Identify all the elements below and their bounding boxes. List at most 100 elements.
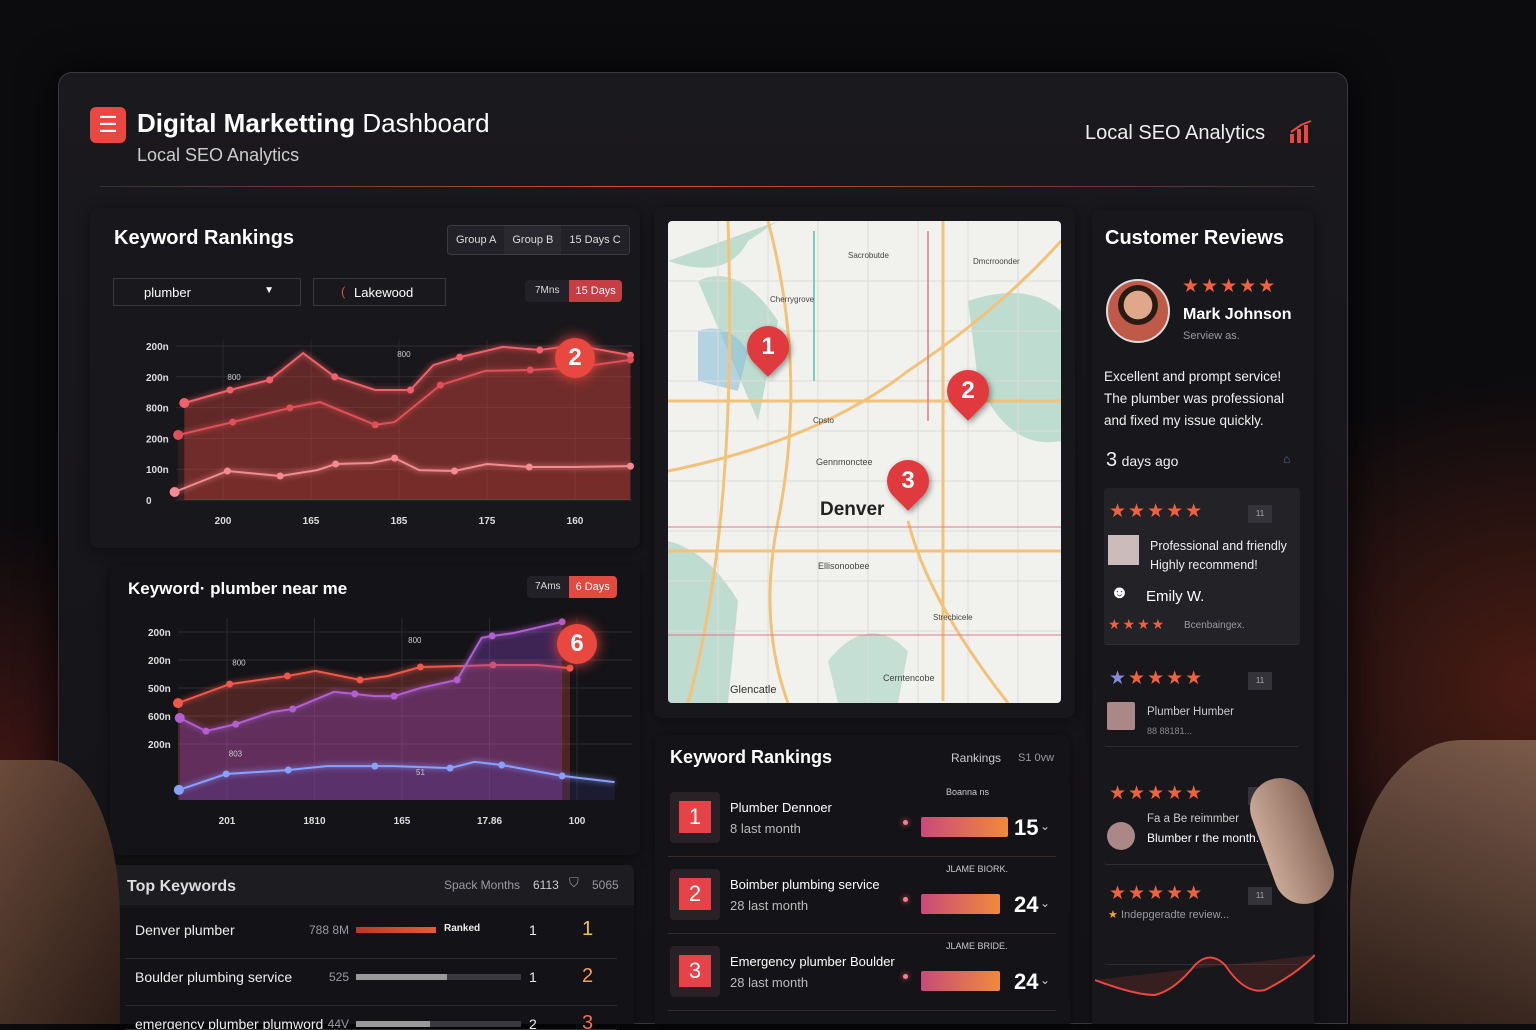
tab-7-days[interactable]: 7Ams [527,576,569,598]
data-point [416,663,424,671]
data-point [626,356,634,364]
map-label: Glencatle [730,684,777,696]
star-rating: ★★★★ [1108,616,1167,632]
keyword-chart-panel [110,565,640,855]
volume-bar-fill [356,927,436,933]
review-time: 3 days ago [1106,449,1178,472]
rank-badge: 6 [557,624,597,664]
data-point [371,421,379,429]
search-volume: 788 8M [308,923,349,937]
column-header[interactable]: S1 0vw [1018,752,1055,764]
data-point [229,418,237,426]
y-tick-label: 200n [148,740,171,751]
rank-value: 15 [1014,815,1039,840]
review-trend-sparkline [1095,954,1315,997]
data-point [406,386,414,394]
x-tick-label: 160 [567,516,584,527]
column-header[interactable]: 6113 [533,878,559,892]
chart-annotation: 800 [408,636,422,645]
review-line: Blumber r the month. [1147,831,1260,845]
column-header[interactable]: Spack Months [444,878,521,892]
rank-value: 24 [1014,969,1039,994]
series-area [179,621,563,800]
map[interactable]: Denver Glencatle Cherrygrove Gennmonctee… [668,221,1061,703]
map-pin[interactable]: 3 [878,451,938,511]
series-line [179,620,563,733]
review-card[interactable]: ★★★★★ 11 Plumber Humber 88 88181... [1104,655,1300,747]
data-point [169,486,180,497]
data-point [332,460,340,468]
panel-title: Keyword· plumber near me [128,579,348,598]
rank-box: 2 [670,869,720,920]
chevron-down-icon[interactable]: ⌄ [1040,973,1051,987]
trend-dot [903,897,908,902]
map-pin-number: 3 [901,467,915,494]
keyword-row[interactable]: Boulder plumbing service 525 1 2 [125,959,617,1006]
review-card[interactable]: ★★★★★ 11 ★ Indepgeradte review... [1104,870,1300,965]
star-rating: ★★★★★ [1182,276,1278,297]
keyword-trend: 28 last month [730,975,809,990]
keyword-row[interactable]: Denver plumber 788 8M Ranked 1 1 [125,912,617,959]
star-rating: ★★★★★ [1109,668,1205,689]
location-select-value: Lakewood [354,285,414,300]
series-area [174,458,631,500]
tab-7-days[interactable]: 7Mns [525,280,570,302]
review-line: Fa a Be reimmber [1147,813,1240,825]
y-tick-label: 200n [148,628,171,639]
volume-bar-fill [356,1021,431,1027]
review-meta: Serview as. [1183,330,1240,342]
data-point [289,705,297,713]
y-tick-label: 200n [148,656,171,667]
review-badge[interactable]: 11 [1248,505,1272,523]
user-icon: ☻ [1110,582,1129,602]
rank-bar [921,817,1009,837]
keyword-ranking-row[interactable]: 3 Emergency plumber Boulder 28 last mont… [668,941,1056,1011]
current-rank: 1 [582,918,594,940]
review-badge[interactable]: 11 [1248,672,1272,690]
title-bold: Digital Marketting [137,108,356,138]
y-tick-label: 200n [146,434,169,445]
data-point [202,727,210,735]
column-header[interactable]: Rankings [951,751,1002,765]
avatar [1106,279,1170,343]
data-point [266,376,274,384]
review-badge[interactable]: 11 [1248,887,1272,905]
y-tick-label: 0 [146,496,152,507]
keyword-select[interactable]: plumber ▼ [113,278,301,306]
review-card[interactable]: ★★★★★ 11 Professional and friendly Highly… [1104,488,1300,645]
current-rank: 3 [582,1012,594,1030]
chevron-down-icon[interactable]: ⌄ [1040,819,1051,833]
chevron-down-icon[interactable]: ⌄ [1040,896,1051,910]
location-select[interactable]: (Lakewood [313,278,446,306]
tab-15-days[interactable]: 15 Days C [561,226,629,254]
data-point [276,472,284,480]
x-tick-label: 201 [219,816,236,827]
review-line: Plumber Humber [1147,706,1234,718]
tab-6-days[interactable]: 6 Days [568,576,617,598]
data-point [356,676,364,684]
tab-15-days-range[interactable]: 15 Days [569,280,622,302]
data-point [558,618,566,626]
data-point [558,772,566,780]
series-line [177,358,631,436]
map-pin[interactable]: 1 [738,317,798,377]
x-tick-label: 1810 [303,816,326,827]
column-header[interactable]: 5065 [592,878,619,892]
tab-group-a[interactable]: Group A [448,226,505,254]
x-tick-label: 185 [391,516,408,527]
data-point [526,366,534,374]
data-point [489,661,497,669]
reply-icon[interactable]: ⌂ [1283,452,1291,466]
keyword-ranking-row[interactable]: 2 Boimber plumbing service 28 last month… [668,864,1056,934]
map-label: Gennmonctee [816,457,873,467]
rank-badge: 2 [555,338,595,378]
keyword-ranking-row[interactable]: 1 Plumber Dennoer 8 last month Boanna ns… [668,787,1056,857]
chart-annotation: 803 [229,750,243,759]
tab-group-b[interactable]: Group B [504,226,562,254]
volume-bar-fill [356,974,447,980]
data-point [446,764,454,772]
keyword-row[interactable]: emergency plumber plumword 44V 2 3 [125,1006,617,1030]
map-city-label: Denver [820,499,885,520]
map-pin[interactable]: 2 [938,361,998,421]
